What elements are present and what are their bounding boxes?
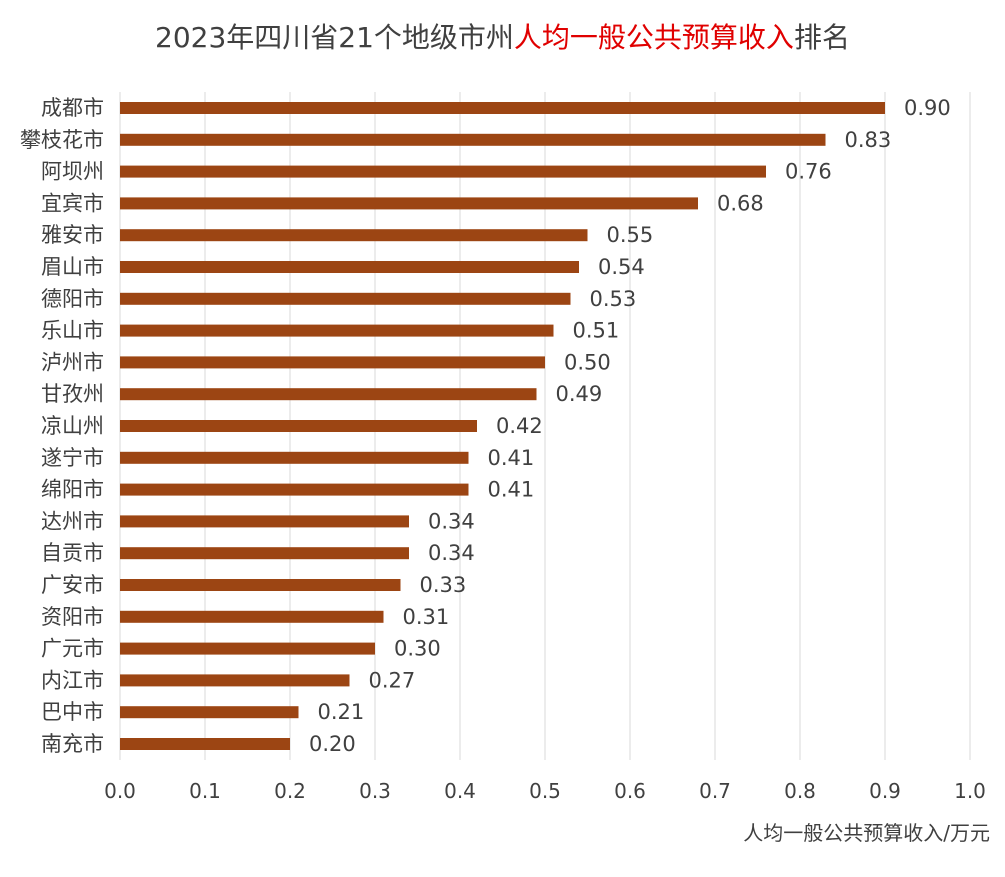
bar [120,165,766,178]
category-label: 德阳市 [41,287,104,311]
value-label: 0.76 [785,160,832,184]
category-label: 资阳市 [41,605,104,629]
value-label: 0.49 [556,382,603,406]
bar [120,579,401,591]
value-label: 0.51 [573,319,620,343]
category-label: 泸州市 [41,350,104,374]
value-label: 0.50 [564,350,611,374]
category-label: 南充市 [41,732,104,756]
category-label: 自贡市 [41,541,104,565]
bar [120,102,885,114]
bar [120,451,469,464]
x-tick-label: 0.9 [869,779,901,803]
value-label: 0.90 [904,96,951,120]
category-label: 眉山市 [41,255,104,279]
bar [120,483,469,496]
value-label: 0.30 [394,637,441,661]
category-label: 遂宁市 [41,446,104,470]
value-label: 0.31 [403,605,450,629]
bar [120,547,409,560]
x-tick-label: 0.6 [614,779,646,803]
x-tick-label: 0.1 [189,779,221,803]
value-label: 0.54 [598,255,645,279]
value-label: 0.42 [496,414,543,438]
bars [120,102,885,750]
value-label: 0.27 [369,668,416,692]
x-tick-label: 0.7 [699,779,731,803]
x-tick-label: 1.0 [954,779,986,803]
category-label: 成都市 [41,96,104,120]
bar [120,515,409,528]
chart-title-prefix: 2023年四川省21个地级市州 [155,21,514,54]
bar [120,229,588,242]
x-tick-label: 0.0 [104,779,136,803]
bar [120,674,350,687]
bar [120,261,579,273]
bar [120,706,299,719]
bar [120,738,290,750]
bar [120,133,826,146]
value-label: 0.34 [428,541,475,565]
category-label: 雅安市 [41,223,104,247]
category-label: 内江市 [41,668,104,692]
value-label: 0.68 [717,191,764,215]
bar [120,610,384,623]
value-label: 0.53 [590,287,637,311]
category-label: 广元市 [41,637,104,661]
value-label: 0.20 [309,732,356,756]
bar [120,388,537,401]
value-label: 0.34 [428,509,475,533]
value-label: 0.33 [420,573,467,597]
bar [120,356,545,369]
bar [120,197,698,210]
x-tick-label: 0.8 [784,779,816,803]
category-label: 达州市 [41,509,104,533]
category-label: 巴中市 [41,700,104,724]
category-label: 凉山州 [41,414,104,438]
x-tick-label: 0.2 [274,779,306,803]
x-tick-label: 0.3 [359,779,391,803]
category-label: 宜宾市 [41,191,104,215]
value-label: 0.21 [318,700,365,724]
category-label: 攀枝花市 [20,128,104,152]
x-axis-title: 人均一般公共预算收入/万元 [743,821,990,845]
bar [120,420,477,432]
x-tick-label: 0.5 [529,779,561,803]
value-labels: 0.90 0.83 0.76 0.68 0.55 0.54 0.53 0.51 0.50 0.49… [309,96,951,756]
x-tick-label: 0.4 [444,779,476,803]
category-label: 甘孜州 [41,382,104,406]
value-label: 0.83 [845,128,892,152]
chart-title: 2023年四川省21个地级市州人均一般公共预算收入排名 [0,16,1005,56]
bar [120,324,554,337]
value-label: 0.41 [488,478,535,502]
category-label: 乐山市 [41,319,104,343]
bar [120,642,375,655]
bar [120,292,571,305]
category-labels: 成都市攀枝花市阿坝州宜宾市雅安市眉山市德阳市乐山市泸州市甘孜州凉山州遂宁市绵阳市… [20,96,104,756]
value-label: 0.41 [488,446,535,470]
category-label: 广安市 [41,573,104,597]
chart-title-suffix: 排名 [793,21,850,54]
value-label: 0.55 [607,223,654,247]
category-label: 阿坝州 [41,160,104,184]
category-label: 绵阳市 [41,478,104,502]
chart-title-highlight: 人均一般公共预算收入 [513,21,794,54]
x-tick-labels: 0.0 0.1 0.2 0.3 0.4 0.5 0.6 0.7 0.8 0.9 1.0 [104,779,986,803]
